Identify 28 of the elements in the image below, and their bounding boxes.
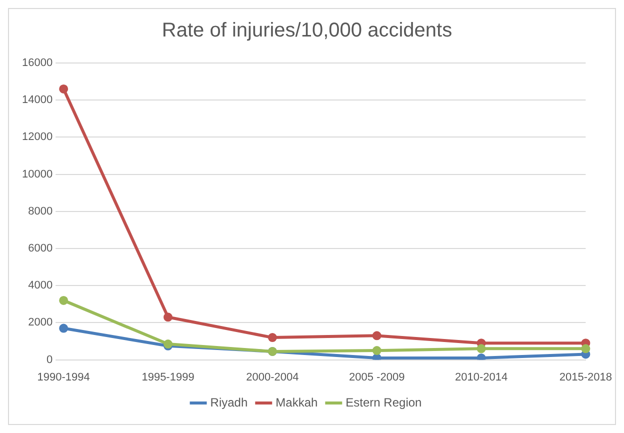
x-tick-label: 1995-1999 bbox=[142, 371, 194, 384]
y-tick-label: 12000 bbox=[22, 131, 53, 144]
point bbox=[476, 344, 486, 354]
point bbox=[268, 333, 277, 342]
y-tick-label: 8000 bbox=[28, 205, 53, 218]
y-tick-label: 0 bbox=[46, 354, 53, 366]
x-tick-label: 1990-1994 bbox=[37, 371, 90, 384]
point bbox=[164, 312, 173, 322]
point bbox=[59, 84, 68, 94]
point bbox=[372, 331, 382, 340]
legend-label: Riyadh bbox=[210, 395, 248, 410]
point bbox=[59, 296, 68, 305]
y-tick-label: 16000 bbox=[22, 57, 53, 70]
x-tick-label: 2015-2018 bbox=[559, 371, 612, 384]
point bbox=[372, 346, 382, 356]
y-tick-label: 4000 bbox=[28, 280, 53, 292]
x-tick-label: 2000-2004 bbox=[246, 371, 299, 384]
x-tick-label: 2005 -2009 bbox=[349, 371, 405, 384]
legend-label: Estern Region bbox=[346, 395, 422, 410]
point bbox=[59, 324, 68, 333]
chart-title: Rate of injuries/10,000 accidents bbox=[162, 20, 452, 42]
y-tick-label: 6000 bbox=[28, 242, 53, 255]
legend-label: Makkah bbox=[276, 395, 318, 410]
x-tick-label: 2010-2014 bbox=[454, 371, 508, 384]
y-tick-label: 10000 bbox=[22, 168, 53, 180]
y-tick-label: 2000 bbox=[28, 316, 53, 329]
y-tick-label: 14000 bbox=[22, 94, 53, 106]
point bbox=[581, 344, 590, 354]
